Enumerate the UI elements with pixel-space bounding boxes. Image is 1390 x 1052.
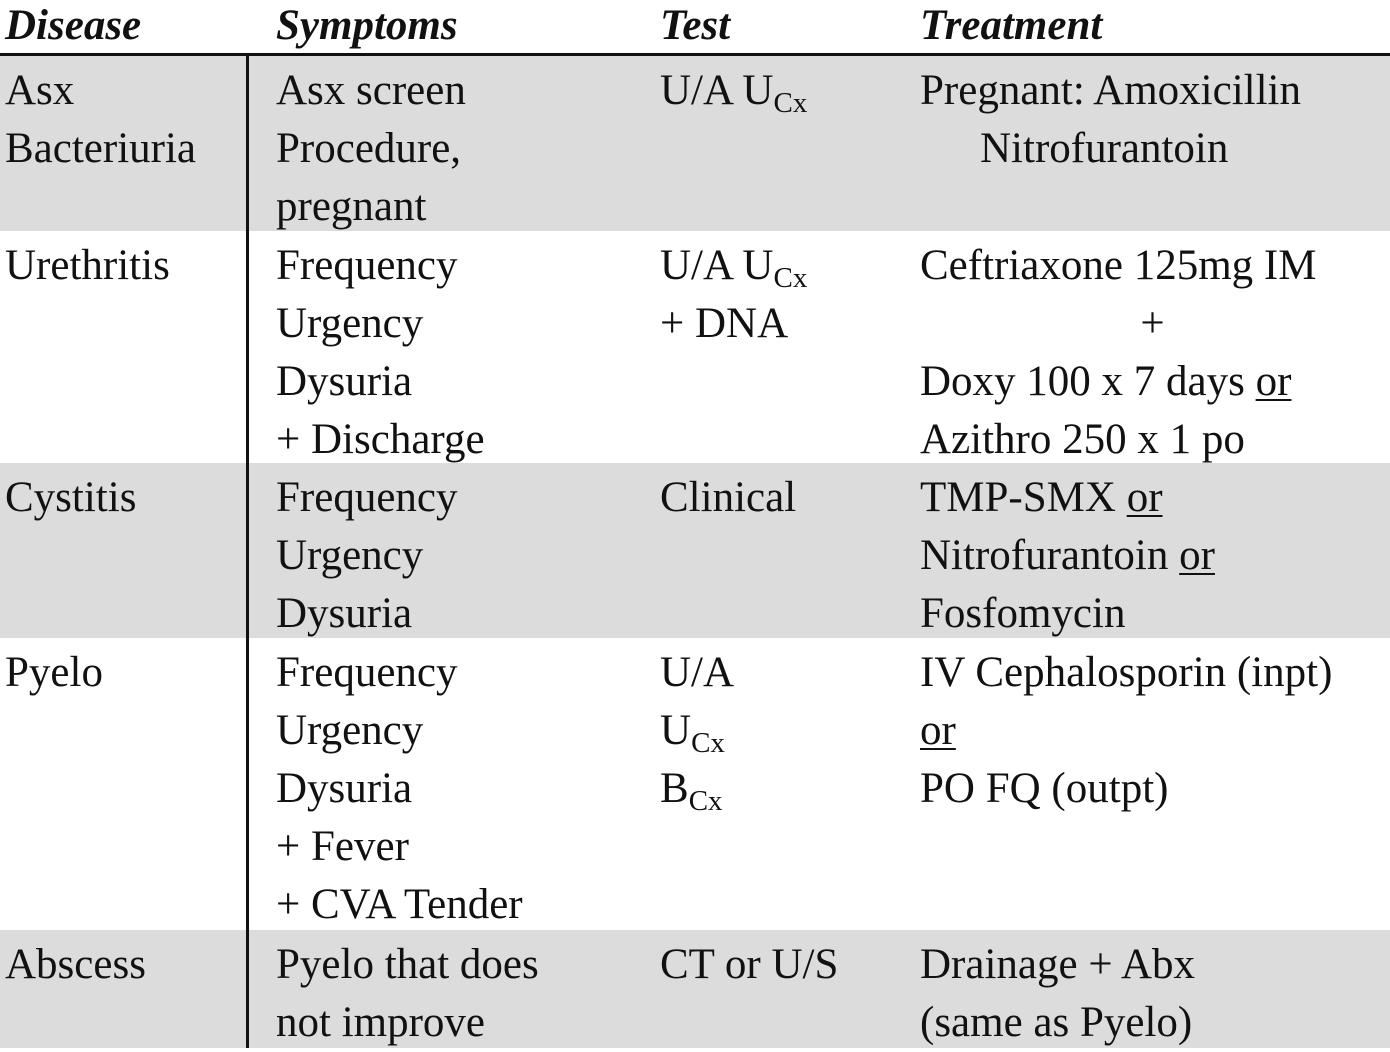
symptoms-cell: Pyelo that does not improve bbox=[276, 936, 636, 1052]
table-row: Cystitis Frequency Urgency Dysuria Clini… bbox=[0, 463, 1390, 638]
disease-cell: Urethritis bbox=[5, 237, 241, 295]
symptom-text: Urgency bbox=[276, 532, 424, 579]
column-divider bbox=[246, 56, 249, 1048]
test-main: U/A U bbox=[660, 67, 774, 114]
symptom-text: not improve bbox=[276, 999, 485, 1046]
test-main: U bbox=[660, 707, 692, 754]
test-subscript: Cx bbox=[691, 727, 725, 760]
treatment-text: Doxy 100 x 7 days or bbox=[920, 353, 1385, 411]
treatment-text: or bbox=[920, 702, 1385, 760]
treatment-main: Doxy 100 x 7 days bbox=[920, 358, 1256, 405]
treatment-plus: + bbox=[1140, 300, 1165, 347]
disease-text: Abscess bbox=[5, 941, 146, 988]
symptom-text: Frequency bbox=[276, 649, 458, 696]
table-row: Pyelo Frequency Urgency Dysuria + Fever … bbox=[0, 638, 1390, 930]
treatment-text: IV Cephalosporin (inpt) bbox=[920, 649, 1333, 696]
symptom-text: Frequency bbox=[276, 242, 458, 289]
symptoms-cell: Frequency Urgency Dysuria + Fever + CVA … bbox=[276, 644, 636, 934]
test-text: U/A UCx bbox=[660, 62, 900, 120]
disease-text: Cystitis bbox=[5, 474, 137, 521]
disease-text: Asx bbox=[5, 67, 75, 114]
treatment-text: Nitrofurantoin bbox=[980, 125, 1229, 172]
test-main: U/A U bbox=[660, 242, 774, 289]
treatment-cell: Ceftriaxone 125mg IM + Doxy 100 x 7 days… bbox=[920, 237, 1385, 469]
header-treatment: Treatment bbox=[920, 2, 1103, 49]
treatment-main: TMP-SMX bbox=[920, 474, 1127, 521]
treatment-cell: TMP-SMX or Nitrofurantoin or Fosfomycin bbox=[920, 469, 1385, 643]
treatment-cell: IV Cephalosporin (inpt) or PO FQ (outpt) bbox=[920, 644, 1385, 818]
test-text: CT or U/S bbox=[660, 941, 839, 988]
symptoms-cell: Frequency Urgency Dysuria + Discharge bbox=[276, 237, 636, 469]
header-test: Test bbox=[660, 2, 731, 49]
table-header: Disease Symptoms Test Treatment bbox=[0, 0, 1390, 55]
disease-cell: Asx Bacteriuria bbox=[5, 62, 241, 178]
test-text: + DNA bbox=[660, 300, 789, 347]
test-text: UCx bbox=[660, 702, 900, 760]
symptom-text: Urgency bbox=[276, 300, 424, 347]
test-text: BCx bbox=[660, 760, 900, 818]
table-row: Abscess Pyelo that does not improve CT o… bbox=[0, 930, 1390, 1048]
treatment-or: or bbox=[920, 707, 956, 754]
symptoms-cell: Asx screen Procedure, pregnant bbox=[276, 62, 636, 236]
symptom-text: Frequency bbox=[276, 474, 458, 521]
symptom-text: Dysuria bbox=[276, 590, 413, 637]
disease-cell: Abscess bbox=[5, 936, 241, 994]
symptom-text: pregnant bbox=[276, 183, 427, 230]
symptom-text: + Fever bbox=[276, 823, 409, 870]
table-row: Asx Bacteriuria Asx screen Procedure, pr… bbox=[0, 56, 1390, 231]
symptom-text: Asx screen bbox=[276, 67, 466, 114]
test-text: U/A UCx bbox=[660, 237, 900, 295]
symptom-text: Procedure, bbox=[276, 125, 462, 172]
treatment-or: or bbox=[1126, 474, 1163, 521]
symptom-text: Dysuria bbox=[276, 765, 413, 812]
symptom-text: Urgency bbox=[276, 707, 424, 754]
symptom-text: Dysuria bbox=[276, 358, 413, 405]
disease-text: Urethritis bbox=[5, 242, 170, 289]
test-text: Clinical bbox=[660, 474, 797, 521]
treatment-text: TMP-SMX or bbox=[920, 469, 1385, 527]
test-cell: U/A UCx + DNA bbox=[660, 237, 900, 353]
symptom-text: + Discharge bbox=[276, 416, 485, 463]
disease-text: Pyelo bbox=[5, 649, 103, 696]
test-subscript: Cx bbox=[773, 87, 808, 120]
treatment-text: Azithro 250 x 1 po bbox=[920, 416, 1245, 463]
treatment-text: Ceftriaxone 125mg IM bbox=[920, 242, 1317, 289]
disease-cell: Cystitis bbox=[5, 469, 241, 527]
test-cell: U/A UCx bbox=[660, 62, 900, 120]
treatment-text: Nitrofurantoin or bbox=[920, 527, 1385, 585]
disease-text: Bacteriuria bbox=[5, 125, 197, 172]
treatment-text: Drainage + Abx bbox=[920, 941, 1196, 988]
treatment-text: Pregnant: Amoxicillin bbox=[920, 67, 1301, 114]
treatment-text: (same as Pyelo) bbox=[920, 999, 1193, 1046]
treatment-or: or bbox=[1255, 358, 1292, 405]
symptoms-cell: Frequency Urgency Dysuria bbox=[276, 469, 636, 643]
treatment-text: Fosfomycin bbox=[920, 590, 1126, 637]
test-text: U/A bbox=[660, 649, 735, 696]
header-divider bbox=[0, 53, 1390, 56]
symptom-text: + CVA Tender bbox=[276, 881, 523, 928]
test-cell: CT or U/S bbox=[660, 936, 900, 994]
test-main: B bbox=[660, 765, 689, 812]
treatment-text: PO FQ (outpt) bbox=[920, 765, 1169, 812]
treatment-main: Nitrofurantoin bbox=[920, 532, 1180, 579]
header-symptoms: Symptoms bbox=[276, 2, 458, 49]
test-cell: U/A UCx BCx bbox=[660, 644, 900, 818]
disease-cell: Pyelo bbox=[5, 644, 241, 702]
treatment-or: or bbox=[1179, 532, 1215, 579]
table-row: Urethritis Frequency Urgency Dysuria + D… bbox=[0, 231, 1390, 463]
treatment-cell: Pregnant: Amoxicillin Nitrofurantoin bbox=[920, 62, 1385, 178]
treatment-cell: Drainage + Abx (same as Pyelo) bbox=[920, 936, 1385, 1052]
header-disease: Disease bbox=[5, 2, 142, 49]
test-subscript: Cx bbox=[688, 785, 723, 818]
test-subscript: Cx bbox=[773, 262, 808, 295]
test-cell: Clinical bbox=[660, 469, 900, 527]
symptom-text: Pyelo that does bbox=[276, 941, 539, 988]
